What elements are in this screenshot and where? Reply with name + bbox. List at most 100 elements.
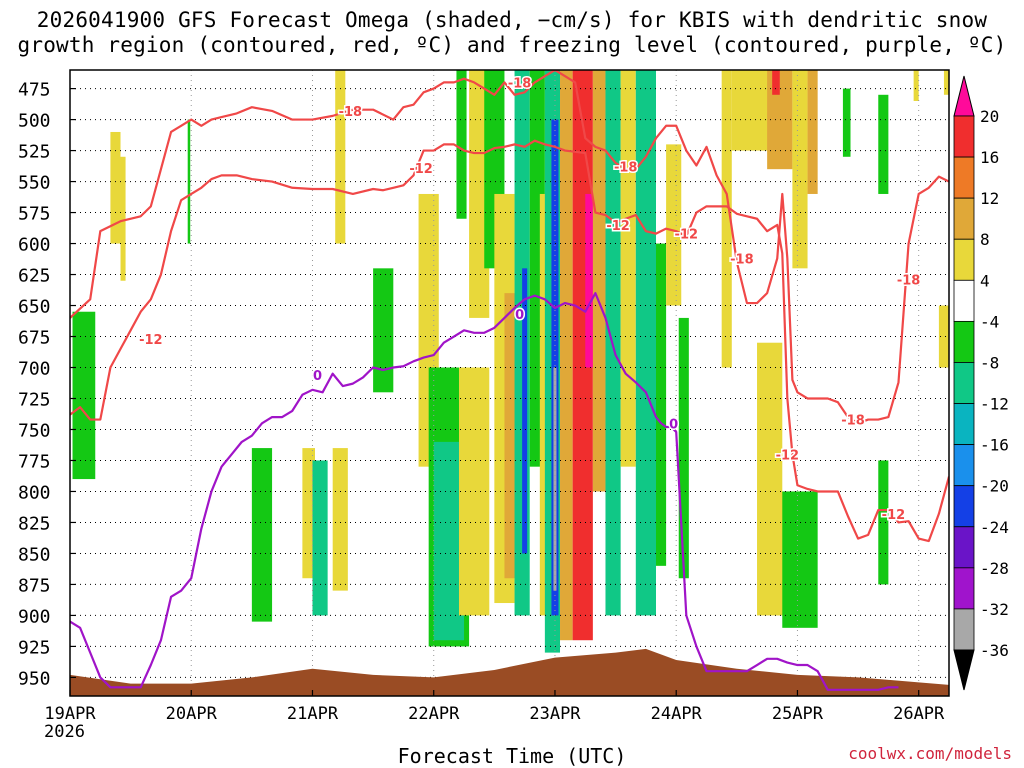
omega-region-9 [373, 268, 394, 393]
colorbar-label-12: -32 [980, 600, 1009, 619]
contour-minus18 [70, 70, 949, 425]
contour-label-9: -12 [675, 228, 699, 243]
omega-region-14 [458, 367, 490, 616]
colorbar-segment-11 [953, 567, 975, 610]
contour-label-1: -18 [508, 76, 532, 91]
y-tick-label-750: 750 [18, 420, 51, 441]
omega-region-34 [666, 144, 682, 306]
x-tick-label-7: 26APR [893, 704, 945, 724]
year-label: 2026 [44, 722, 85, 742]
x-tick-label-5: 24APR [651, 704, 703, 724]
chart-title-line2: growth region (contoured, red, ºC) and f… [17, 33, 1007, 57]
contour-label-4: -18 [841, 414, 865, 429]
credit-link[interactable]: coolwx.com/models [848, 744, 1012, 763]
omega-region-33 [656, 243, 667, 566]
colorbar-label-2: 12 [980, 189, 999, 208]
contour-label-2: -18 [614, 161, 638, 176]
y-tick-label-650: 650 [18, 297, 51, 318]
omega-region-8 [335, 70, 346, 244]
x-axis-label: Forecast Time (UTC) [397, 744, 627, 768]
omega-region-19 [514, 70, 530, 616]
colorbar-segment-0 [953, 115, 975, 158]
omega-region-1 [110, 131, 121, 244]
plot-area: -18 -18 -18 -18 -18 -18 -12 -12 -12 -12 -12 -12 0 0 0 [70, 70, 949, 696]
colorbar-label-1: 16 [980, 148, 999, 167]
y-tick-label-700: 700 [18, 359, 51, 380]
omega-region-49 [938, 305, 949, 368]
omega-region-31 [620, 70, 636, 467]
omega-region-25 [553, 367, 557, 591]
omega-region-20 [522, 268, 528, 554]
colorbar-segment-4 [953, 279, 975, 322]
colorbar-label-4: 4 [980, 271, 990, 290]
colorbar-segment-12 [953, 608, 975, 651]
colorbar-label-5: -4 [980, 312, 999, 331]
colorbar-segment-7 [953, 403, 975, 446]
y-tick-label-850: 850 [18, 544, 51, 565]
y-tick-label-900: 900 [18, 606, 51, 627]
contour-label-5: -18 [897, 273, 921, 288]
omega-region-13 [456, 70, 467, 219]
x-tick-label-2: 21APR [287, 704, 339, 724]
colorbar-segment-10 [953, 526, 975, 569]
omega-region-4 [251, 448, 273, 622]
y-tick-label-525: 525 [18, 142, 51, 163]
colorbar-segment-5 [953, 320, 975, 363]
y-tick-label-950: 950 [18, 668, 51, 689]
plot-frame [69, 69, 950, 697]
omega-region-35 [678, 317, 689, 579]
y-tick-label-725: 725 [18, 389, 51, 410]
omega-region-26 [560, 70, 573, 641]
omega-region-46 [878, 94, 889, 194]
contour-label-7: -12 [409, 162, 433, 177]
omega-region-3 [187, 119, 191, 244]
omega-region-47 [878, 460, 889, 585]
contour-label-8: -12 [606, 219, 630, 234]
x-tick-label-4: 23APR [529, 704, 581, 724]
colorbar-label-9: -20 [980, 477, 1009, 496]
contour-label-3: -18 [730, 252, 754, 267]
colorbar-arrow-top [953, 75, 975, 117]
contour-label-14: 0 [669, 417, 678, 432]
omega-region-5 [302, 448, 316, 579]
omega-region-50 [943, 70, 949, 95]
contour-freezing-0 [70, 292, 899, 691]
omega-region-42 [782, 491, 818, 628]
colorbar-segment-8 [953, 444, 975, 487]
colorbar-label-11: -28 [980, 559, 1009, 578]
omega-region-7 [332, 448, 348, 591]
omega-region-28 [585, 193, 596, 368]
contour-label-10: -12 [776, 448, 800, 463]
contour-label-12: 0 [313, 369, 322, 384]
y-tick-label-550: 550 [18, 173, 51, 194]
colorbar-segment-2 [953, 197, 975, 240]
contour-label-0: -18 [339, 105, 363, 120]
omega-region-2 [120, 156, 126, 281]
x-tick-label-6: 25APR [772, 704, 824, 724]
y-tick-label-875: 875 [18, 575, 51, 596]
colorbar-label-13: -36 [980, 641, 1009, 660]
omega-region-48 [913, 70, 919, 101]
colorbar-label-8: -16 [980, 436, 1009, 455]
omega-region-44 [807, 70, 818, 194]
colorbar-segment-1 [953, 156, 975, 199]
y-tick-label-600: 600 [18, 235, 51, 256]
surface-terrain [70, 648, 949, 696]
y-tick-label-800: 800 [18, 482, 51, 503]
omega-region-6 [312, 460, 328, 616]
x-tick-label-1: 20APR [166, 704, 218, 724]
y-tick-label-925: 925 [18, 637, 51, 658]
omega-region-43 [792, 70, 808, 269]
y-tick-label-625: 625 [18, 266, 51, 287]
colorbar-label-3: 8 [980, 230, 990, 249]
y-tick-label-675: 675 [18, 328, 51, 349]
contour-label-13: 0 [515, 308, 524, 323]
contour-label-11: -12 [882, 508, 906, 523]
colorbar-label-10: -24 [980, 518, 1009, 537]
x-tick-label-0: 19APR [44, 704, 96, 724]
omega-region-32 [635, 70, 656, 616]
omega-region-45 [842, 88, 851, 157]
omega-region-36 [721, 70, 732, 368]
colorbar-arrow-bottom [953, 649, 975, 691]
